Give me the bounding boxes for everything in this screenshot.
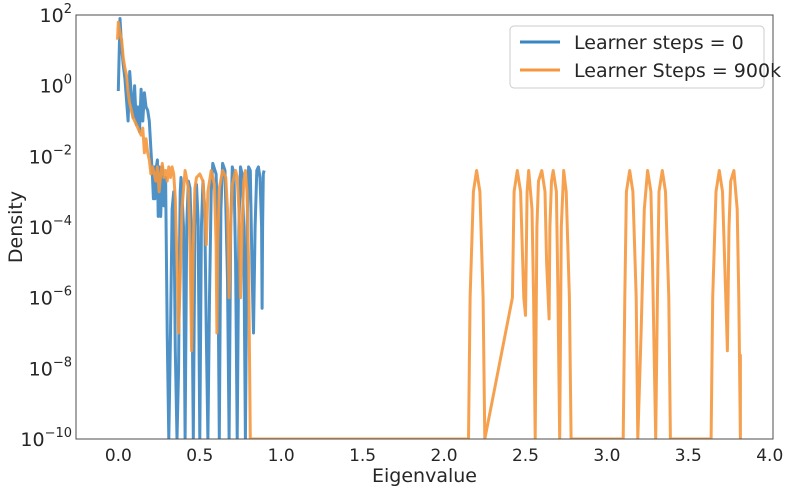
legend: Learner steps = 0 Learner Steps = 900k bbox=[509, 25, 781, 89]
x-tick-label: 1.0 bbox=[268, 446, 295, 466]
x-tick-label: 3.0 bbox=[593, 446, 620, 466]
x-tick-label: 2.0 bbox=[431, 446, 458, 466]
legend-box bbox=[509, 25, 765, 89]
y-axis-ticks: 10−10 10−8 10−6 10−4 10−2 100 102 bbox=[20, 2, 72, 451]
x-tick-label: 3.5 bbox=[675, 446, 702, 466]
y-tick-label: 10−6 bbox=[29, 285, 72, 310]
x-tick-label: 1.5 bbox=[349, 446, 376, 466]
y-axis-label: Density bbox=[5, 191, 27, 263]
x-axis-ticks: 0.0 0.5 1.0 1.5 2.0 2.5 3.0 3.5 4.0 bbox=[105, 446, 783, 466]
plot-frame bbox=[75, 14, 774, 440]
series-line-2 bbox=[116, 20, 742, 439]
y-tick-label: 100 bbox=[40, 73, 72, 98]
legend-label-2: Learner Steps = 900k bbox=[574, 60, 781, 82]
y-tick-label: 10−4 bbox=[29, 214, 72, 239]
y-tick-label: 102 bbox=[40, 2, 72, 27]
y-tick-label: 10−10 bbox=[20, 426, 72, 451]
x-tick-label: 0.0 bbox=[105, 446, 132, 466]
x-axis-label: Eigenvalue bbox=[372, 465, 477, 487]
legend-label-1: Learner steps = 0 bbox=[574, 32, 744, 54]
series-layer bbox=[116, 17, 742, 439]
y-tick-label: 10−2 bbox=[29, 143, 72, 168]
y-tick-label: 10−8 bbox=[29, 355, 72, 380]
x-tick-label: 4.0 bbox=[756, 446, 783, 466]
x-tick-label: 2.5 bbox=[512, 446, 539, 466]
x-tick-label: 0.5 bbox=[186, 446, 213, 466]
